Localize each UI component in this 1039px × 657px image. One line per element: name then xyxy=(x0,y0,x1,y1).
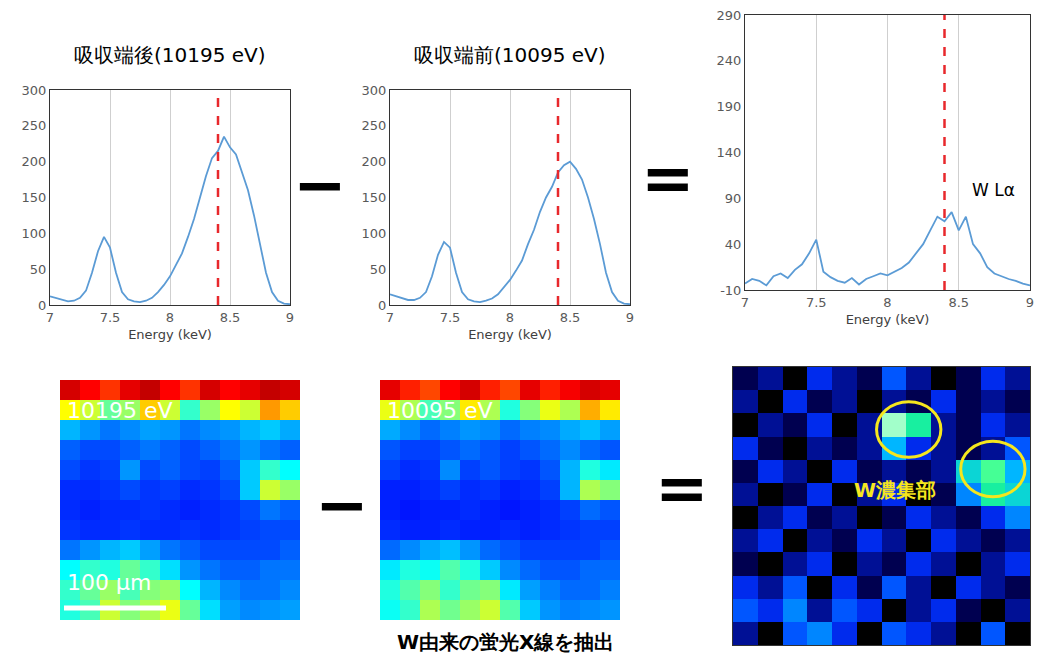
svg-text:=: = xyxy=(641,141,695,215)
svg-text:7: 7 xyxy=(386,310,394,325)
svg-text:10095 eV: 10095 eV xyxy=(387,398,493,423)
svg-text:8: 8 xyxy=(166,310,174,325)
svg-text:150: 150 xyxy=(362,190,387,205)
svg-text:290: 290 xyxy=(717,8,742,23)
svg-text:8.5: 8.5 xyxy=(948,295,969,310)
svg-text:10195 eV: 10195 eV xyxy=(67,398,173,423)
svg-text:90: 90 xyxy=(725,191,742,206)
svg-text:吸収端前(10095 eV): 吸収端前(10095 eV) xyxy=(414,43,606,67)
svg-text:7: 7 xyxy=(741,295,749,310)
svg-text:40: 40 xyxy=(725,237,742,252)
svg-text:0: 0 xyxy=(38,298,46,313)
svg-text:50: 50 xyxy=(370,262,387,277)
svg-text:300: 300 xyxy=(22,83,47,98)
svg-text:190: 190 xyxy=(717,99,742,114)
svg-text:−: − xyxy=(293,148,347,222)
svg-text:200: 200 xyxy=(22,154,47,169)
svg-text:100 µm: 100 µm xyxy=(67,570,151,595)
svg-text:8.5: 8.5 xyxy=(560,310,581,325)
svg-text:W由来の蛍光X線を抽出: W由来の蛍光X線を抽出 xyxy=(397,630,614,654)
svg-text:8: 8 xyxy=(883,295,891,310)
svg-text:−: − xyxy=(315,468,369,542)
svg-text:9: 9 xyxy=(626,310,634,325)
svg-text:7.5: 7.5 xyxy=(806,295,827,310)
svg-text:吸収端後(10195 eV): 吸収端後(10195 eV) xyxy=(74,43,266,67)
svg-text:-10: -10 xyxy=(720,283,741,298)
svg-text:100: 100 xyxy=(22,226,47,241)
svg-text:240: 240 xyxy=(717,53,742,68)
svg-text:Energy (keV): Energy (keV) xyxy=(128,327,212,342)
svg-text:250: 250 xyxy=(362,118,387,133)
svg-text:8.5: 8.5 xyxy=(220,310,241,325)
svg-text:150: 150 xyxy=(22,190,47,205)
svg-text:200: 200 xyxy=(362,154,387,169)
svg-text:=: = xyxy=(655,451,709,525)
svg-text:8: 8 xyxy=(506,310,514,325)
svg-text:9: 9 xyxy=(286,310,294,325)
svg-text:9: 9 xyxy=(1026,295,1034,310)
svg-text:Energy (keV): Energy (keV) xyxy=(468,327,552,342)
svg-text:7.5: 7.5 xyxy=(440,310,461,325)
svg-text:0: 0 xyxy=(378,298,386,313)
svg-text:7.5: 7.5 xyxy=(100,310,121,325)
svg-text:W Lα: W Lα xyxy=(972,180,1015,200)
svg-text:250: 250 xyxy=(22,118,47,133)
svg-text:140: 140 xyxy=(717,145,742,160)
svg-text:7: 7 xyxy=(46,310,54,325)
svg-text:100: 100 xyxy=(362,226,387,241)
svg-text:W濃集部: W濃集部 xyxy=(854,478,936,502)
svg-text:50: 50 xyxy=(30,262,47,277)
svg-text:300: 300 xyxy=(362,83,387,98)
svg-text:Energy (keV): Energy (keV) xyxy=(846,312,930,327)
